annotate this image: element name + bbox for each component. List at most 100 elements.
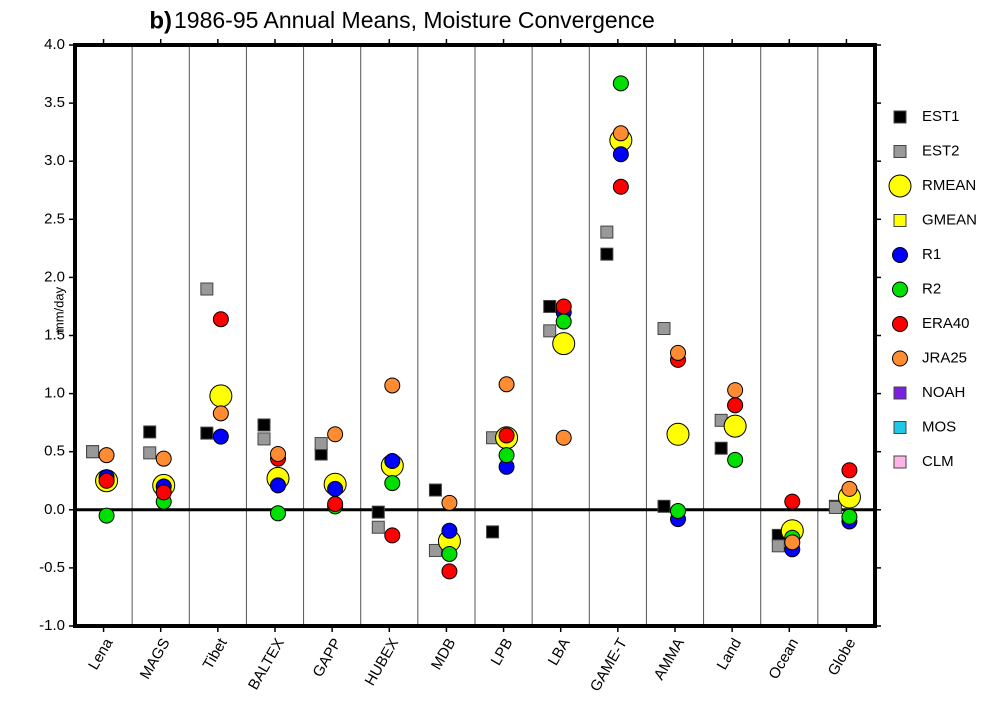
- data-point: [270, 505, 286, 522]
- legend-marker: [892, 316, 908, 332]
- legend-label: GMEAN: [922, 211, 977, 228]
- data-point: [270, 477, 286, 494]
- data-point: [155, 484, 172, 501]
- data-point: [98, 447, 115, 464]
- x-tick-label: LPB: [488, 635, 517, 668]
- data-point: [498, 447, 515, 464]
- data-point: [384, 452, 401, 469]
- y-tick-label: -0.5: [39, 559, 65, 576]
- legend-label: NOAH: [922, 384, 965, 401]
- data-point: [441, 563, 458, 580]
- data-point: [555, 298, 572, 315]
- data-point: [771, 539, 785, 553]
- data-point: [384, 475, 401, 492]
- data-point: [612, 125, 629, 142]
- data-point: [86, 445, 100, 459]
- data-point: [441, 494, 458, 511]
- y-tick-label: -1.0: [39, 617, 65, 634]
- data-point: [428, 543, 442, 557]
- y-tick-label: 1.5: [44, 326, 65, 343]
- data-point: [384, 377, 401, 394]
- chart-title: 1986-95 Annual Means, Moisture Convergen…: [174, 7, 655, 33]
- data-point: [371, 520, 385, 534]
- y-tick-label: 3.5: [44, 94, 65, 111]
- legend-marker: [893, 386, 907, 400]
- data-point: [841, 508, 858, 525]
- legend-label: RMEAN: [922, 177, 976, 194]
- x-tick-label: HUBEX: [362, 635, 403, 688]
- data-point: [612, 146, 629, 163]
- data-point: [327, 480, 344, 497]
- x-tick-label: MAGS: [137, 635, 174, 682]
- data-point: [543, 324, 557, 338]
- x-tick-label: AMMA: [651, 635, 688, 682]
- legend-label: R1: [922, 246, 941, 263]
- data-point: [98, 507, 115, 524]
- y-axis-label: mm/day: [51, 286, 66, 333]
- data-point: [600, 225, 614, 239]
- data-point: [666, 422, 690, 446]
- y-tick-label: 3.0: [44, 152, 65, 169]
- y-tick-label: 4.0: [44, 36, 65, 53]
- x-tick-label: Globe: [825, 635, 860, 678]
- data-point: [498, 427, 515, 444]
- data-point: [600, 247, 614, 261]
- data-point: [727, 397, 744, 414]
- data-point: [212, 405, 229, 422]
- legend-marker: [888, 174, 912, 198]
- y-tick-label: 2.0: [44, 268, 65, 285]
- data-point: [327, 495, 344, 512]
- data-point: [486, 525, 500, 539]
- x-tick-label: LBA: [545, 635, 574, 668]
- x-tick-label: GAPP: [309, 635, 345, 680]
- data-point: [143, 425, 157, 439]
- legend-marker: [892, 247, 908, 263]
- legend-label: ERA40: [922, 315, 970, 332]
- data-point: [723, 414, 747, 438]
- data-point: [727, 451, 744, 468]
- data-point: [155, 450, 172, 467]
- data-point: [257, 418, 271, 432]
- plot-frame: [73, 43, 877, 628]
- x-tick-label: MDB: [428, 635, 459, 672]
- data-point: [612, 75, 629, 92]
- data-point: [200, 282, 214, 296]
- legend-marker: [893, 214, 907, 227]
- legend-label: EST1: [922, 108, 960, 125]
- legend-label: MOS: [922, 418, 956, 435]
- x-tick-label: Land: [714, 635, 745, 672]
- data-point: [657, 499, 671, 513]
- x-tick-label: Tibet: [200, 635, 232, 673]
- data-point: [257, 432, 271, 446]
- data-point: [498, 376, 515, 393]
- legend-marker: [893, 455, 907, 469]
- x-tick-label: Lena: [85, 635, 117, 673]
- x-tick-label: BALTEX: [245, 635, 288, 692]
- data-point: [200, 426, 214, 440]
- data-point: [612, 178, 629, 195]
- data-point: [98, 472, 115, 489]
- data-point: [670, 502, 686, 519]
- legend-marker: [893, 421, 907, 434]
- data-point: [543, 299, 557, 313]
- data-point: [270, 446, 286, 463]
- data-point: [552, 332, 576, 356]
- y-tick-label: 0.0: [44, 501, 65, 518]
- x-tick-label: GAME-T: [587, 635, 631, 694]
- legend-marker: [893, 145, 907, 158]
- data-point: [384, 527, 401, 544]
- data-point: [828, 500, 842, 514]
- data-point: [841, 480, 858, 497]
- data-point: [670, 344, 686, 361]
- legend-marker: [892, 281, 908, 298]
- x-tick-label: Ocean: [765, 635, 802, 682]
- legend-marker: [892, 350, 908, 367]
- data-point: [714, 441, 728, 455]
- data-point: [555, 313, 572, 330]
- data-point: [727, 382, 744, 399]
- data-point: [143, 446, 157, 460]
- legend-marker: [893, 110, 907, 124]
- legend-label: JRA25: [922, 349, 967, 366]
- data-point: [841, 462, 858, 479]
- data-point: [371, 505, 385, 519]
